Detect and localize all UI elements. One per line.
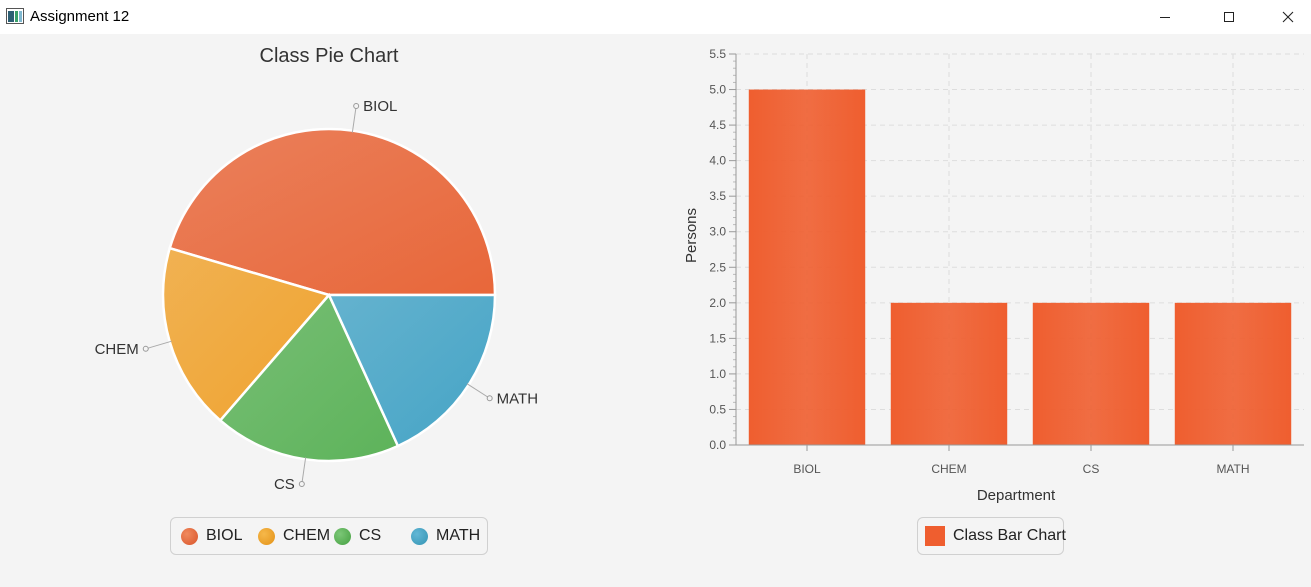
pie-label-math: MATH: [497, 390, 538, 407]
y-tick-label: 5.0: [709, 83, 726, 97]
y-tick-label: 4.5: [709, 118, 726, 132]
y-tick-label: 2.5: [709, 260, 726, 274]
bar-legend: Class Bar Chart: [917, 517, 1066, 555]
legend-dot-icon: [411, 527, 428, 545]
pie-legend-label: CS: [359, 527, 382, 544]
window-title: Assignment 12: [30, 8, 130, 25]
maximize-icon: [1224, 12, 1234, 22]
close-icon: [1282, 11, 1294, 23]
legend-swatch-icon: [925, 526, 945, 546]
pie-leader-line: [301, 457, 307, 485]
pie-legend-item-cs: CS: [334, 527, 381, 545]
pie-leader-dot: [142, 345, 149, 352]
y-tick-label: 5.5: [709, 47, 726, 61]
pie-legend-label: BIOL: [206, 527, 243, 544]
y-tick-label: 4.0: [709, 154, 726, 168]
y-tick-label: 1.0: [709, 367, 726, 381]
pie-legend-label: CHEM: [283, 527, 331, 544]
pie-leader-line: [351, 105, 357, 133]
pie-legend-label: MATH: [436, 527, 481, 544]
main-content: Class Pie Chart BIOL CHEM CS MATH BIOL CHEM…: [0, 34, 1311, 587]
pie-leader-line: [145, 340, 172, 350]
x-axis-label: Department: [977, 487, 1056, 504]
pie-legend-item-biol: BIOL: [181, 527, 242, 545]
y-tick-label: 1.5: [709, 331, 726, 345]
x-tick-label: CS: [1083, 462, 1100, 476]
pie-chart: BIOL CHEM CS MATH: [95, 98, 539, 493]
bar-biol: [748, 89, 866, 445]
pie-label-chem: CHEM: [95, 341, 139, 358]
bar-math: [1174, 302, 1292, 445]
x-tick-label: BIOL: [793, 462, 821, 476]
pie-label-biol: BIOL: [363, 98, 397, 115]
pie-leader-dot: [486, 395, 493, 402]
x-tick-label: MATH: [1216, 462, 1249, 476]
minimize-button[interactable]: [1142, 0, 1188, 34]
legend-dot-icon: [334, 527, 351, 545]
pie-leader-dot: [353, 102, 360, 109]
pie-leader-dot: [298, 481, 305, 488]
y-axis-label: Persons: [683, 208, 700, 263]
y-tick-label: 0.5: [709, 402, 726, 416]
pie-legend-item-chem: CHEM: [258, 527, 330, 545]
maximize-button[interactable]: [1206, 0, 1252, 34]
bar-cs: [1032, 302, 1150, 445]
minimize-icon: [1160, 17, 1170, 18]
y-tick-label: 3.5: [709, 189, 726, 203]
pie-label-cs: CS: [274, 476, 295, 493]
title-bar: Assignment 12: [0, 0, 1311, 34]
legend-dot-icon: [181, 527, 198, 545]
bar-chart: 0.0 0.5 1.0 1.5 2.0 2.5 3.0 3.5 4.0 4.5 5.0 5.5 BIOL…: [683, 47, 1304, 504]
y-tick-label: 2.0: [709, 296, 726, 310]
pie-legend-item-math: MATH: [411, 527, 480, 545]
y-tick-label: 3.0: [709, 225, 726, 239]
bar-legend-item: Class Bar Chart: [925, 526, 1066, 546]
x-tick-label: CHEM: [931, 462, 966, 476]
y-tick-label: 0.0: [709, 438, 726, 452]
pie-chart-title: Class Pie Chart: [259, 45, 399, 67]
app-icon: [6, 8, 24, 24]
pie-leader-line: [466, 383, 490, 399]
legend-dot-icon: [258, 527, 275, 545]
bar-legend-label: Class Bar Chart: [953, 527, 1066, 544]
bar-chem: [890, 302, 1008, 445]
close-button[interactable]: [1265, 0, 1311, 34]
pie-legend: BIOL CHEM CS MATH: [170, 517, 488, 555]
